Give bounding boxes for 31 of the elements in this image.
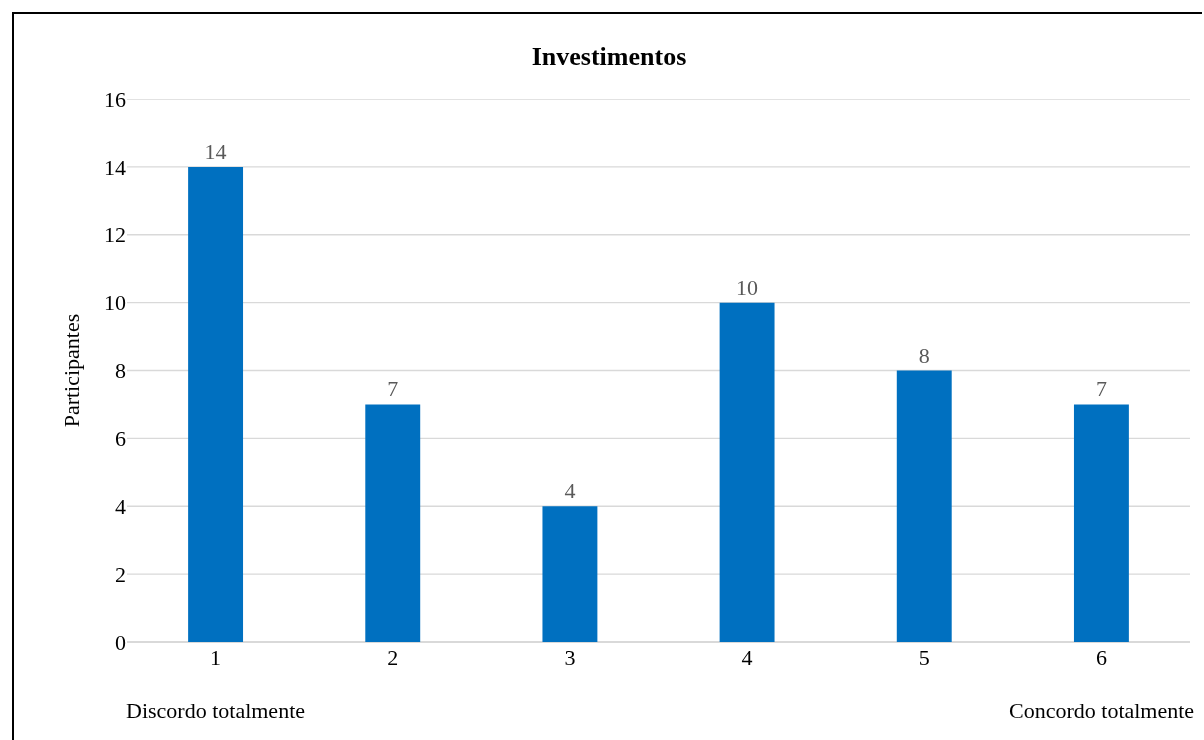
- text: Concordo totalmente: [1009, 698, 1195, 723]
- y-tick-label: 4: [115, 493, 126, 519]
- y-tick-label: 14: [104, 154, 126, 180]
- data-label: 4: [564, 478, 576, 504]
- y-tick-label: 12: [104, 222, 126, 248]
- y-tick-label: 10: [104, 290, 126, 316]
- bar: [1073, 404, 1129, 642]
- bar: [719, 302, 775, 642]
- data-label: 8: [918, 342, 930, 368]
- x-tick-label: 5: [918, 645, 930, 670]
- x-tick-label: 3: [564, 645, 576, 670]
- data-label: 14: [204, 138, 227, 164]
- y-axis-title: Participantes: [58, 313, 84, 428]
- data-label: 10: [736, 274, 759, 300]
- data-label: 7: [1095, 376, 1107, 402]
- y-tick-label: 8: [115, 358, 126, 384]
- bar: [365, 404, 421, 642]
- y-tick-label: 6: [115, 426, 126, 452]
- x-tick-label: 1: [210, 645, 222, 670]
- chart-title: Investimentos: [531, 41, 687, 71]
- bar: [188, 166, 244, 642]
- y-tick-label: 2: [115, 561, 126, 587]
- text: Discordo totalmente: [126, 698, 306, 723]
- bar: [896, 370, 952, 642]
- y-tick-label: 0: [115, 629, 126, 655]
- x-tick-label: 4: [741, 645, 753, 670]
- x-tick-label: 2: [387, 645, 399, 670]
- data-label: 7: [387, 376, 399, 402]
- y-tick-label: 16: [104, 86, 126, 112]
- x-tick-label: 6: [1095, 645, 1107, 670]
- bar: [542, 506, 598, 642]
